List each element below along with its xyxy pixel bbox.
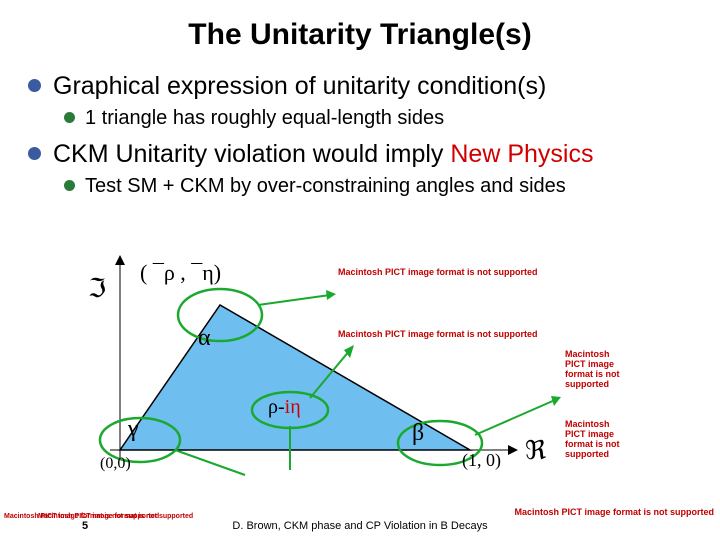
bullet-1a: 1 triangle has roughly equal-length side… [64, 107, 692, 130]
gamma-label: γ [128, 416, 139, 443]
bullet-2a: Test SM + CKM by over-constraining angle… [64, 175, 692, 198]
real-axis-label: ℜ [525, 436, 546, 466]
x-axis-arrow [508, 445, 518, 455]
bullet-1: Graphical expression of unitarity condit… [28, 72, 692, 101]
beta-arrow [475, 400, 555, 435]
gamma-arrow [175, 450, 245, 475]
pict-error-1: Macintosh PICT image format is not suppo… [338, 268, 538, 278]
footer-text: D. Brown, CKM phase and CP Violation in … [0, 520, 720, 532]
beta-arrowhead [551, 396, 561, 406]
apex-label: ( ¯ρ , ¯η) [140, 260, 221, 286]
alpha-arrow [258, 295, 330, 305]
bullet-dot-blue [28, 147, 41, 160]
pict-error-br: Macintosh PICT image format is not suppo… [514, 508, 714, 518]
bullet-dot-blue [28, 79, 41, 92]
bullet-2: CKM Unitarity violation would imply New … [28, 140, 692, 169]
imaginary-axis-label: ℑ [88, 274, 106, 304]
bullet-2-text: CKM Unitarity violation would imply New … [53, 140, 593, 169]
pict-error-4: Macintosh PICT image format is not suppo… [565, 420, 630, 460]
bullet-1a-text: 1 triangle has roughly equal-length side… [85, 107, 444, 130]
hypotenuse-label: ρ-iη [268, 396, 301, 419]
alpha-arrowhead [326, 290, 336, 300]
pict-error-3: Macintosh PICT image format is not suppo… [565, 350, 630, 390]
origin-label: (0,0) [100, 455, 131, 473]
unitarity-triangle-diagram: ℑ ℜ ( ¯ρ , ¯η) α γ β (0,0) (1, 0) ρ-iη M… [70, 250, 630, 490]
y-axis-arrow [115, 255, 125, 265]
bullet-list: Graphical expression of unitarity condit… [0, 52, 720, 198]
page-title: The Unitarity Triangle(s) [0, 0, 720, 52]
pict-error-2: Macintosh PICT image format is not suppo… [338, 330, 538, 340]
bullet-dot-green [64, 112, 75, 123]
bullet-dot-green [64, 180, 75, 191]
bullet-2-pre: CKM Unitarity violation would imply [53, 140, 450, 168]
beta-label: β [412, 420, 424, 447]
bullet-1-text: Graphical expression of unitarity condit… [53, 72, 546, 101]
alpha-label: α [198, 325, 211, 352]
pict-error-bl2: Macintosh PICT image format is not suppo… [38, 513, 193, 520]
right-point-label: (1, 0) [462, 450, 501, 471]
bullet-2a-text: Test SM + CKM by over-constraining angle… [85, 175, 566, 198]
bullet-2-red: New Physics [450, 140, 593, 168]
hyp-rho: ρ- [268, 396, 285, 418]
hyp-ieta: iη [285, 396, 301, 418]
